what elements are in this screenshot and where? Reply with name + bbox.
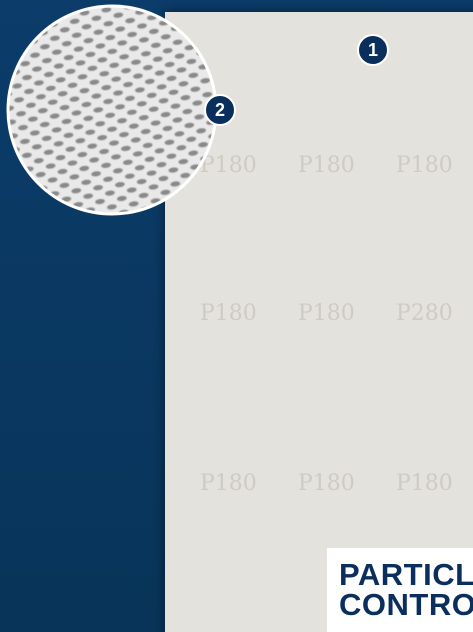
badge: 1 <box>358 35 388 65</box>
grit-print: P180 <box>200 301 257 326</box>
grit-print: P180 <box>298 301 355 326</box>
grit-print: P180 <box>298 153 355 178</box>
badge-label: 1 <box>368 40 378 60</box>
scene: P180 P180 P180 P180 P180 P280 P180 P180 P180 1 2 <box>0 0 473 632</box>
badge: 2 <box>205 95 235 125</box>
heading-box: PARTICL CONTRO <box>327 548 473 632</box>
heading-line: PARTICL <box>327 560 473 590</box>
grit-print: P180 <box>200 153 257 178</box>
badge-label: 2 <box>215 100 225 120</box>
product-image: P180 P180 P180 P180 P180 P280 P180 P180 P180 1 2… <box>0 0 473 632</box>
grit-print: P180 <box>396 471 453 496</box>
heading-line: CONTRO <box>327 590 473 620</box>
grit-print: P180 <box>200 471 257 496</box>
grit-print: P280 <box>396 301 453 326</box>
grit-print: P180 <box>298 471 355 496</box>
grit-print: P180 <box>396 153 453 178</box>
